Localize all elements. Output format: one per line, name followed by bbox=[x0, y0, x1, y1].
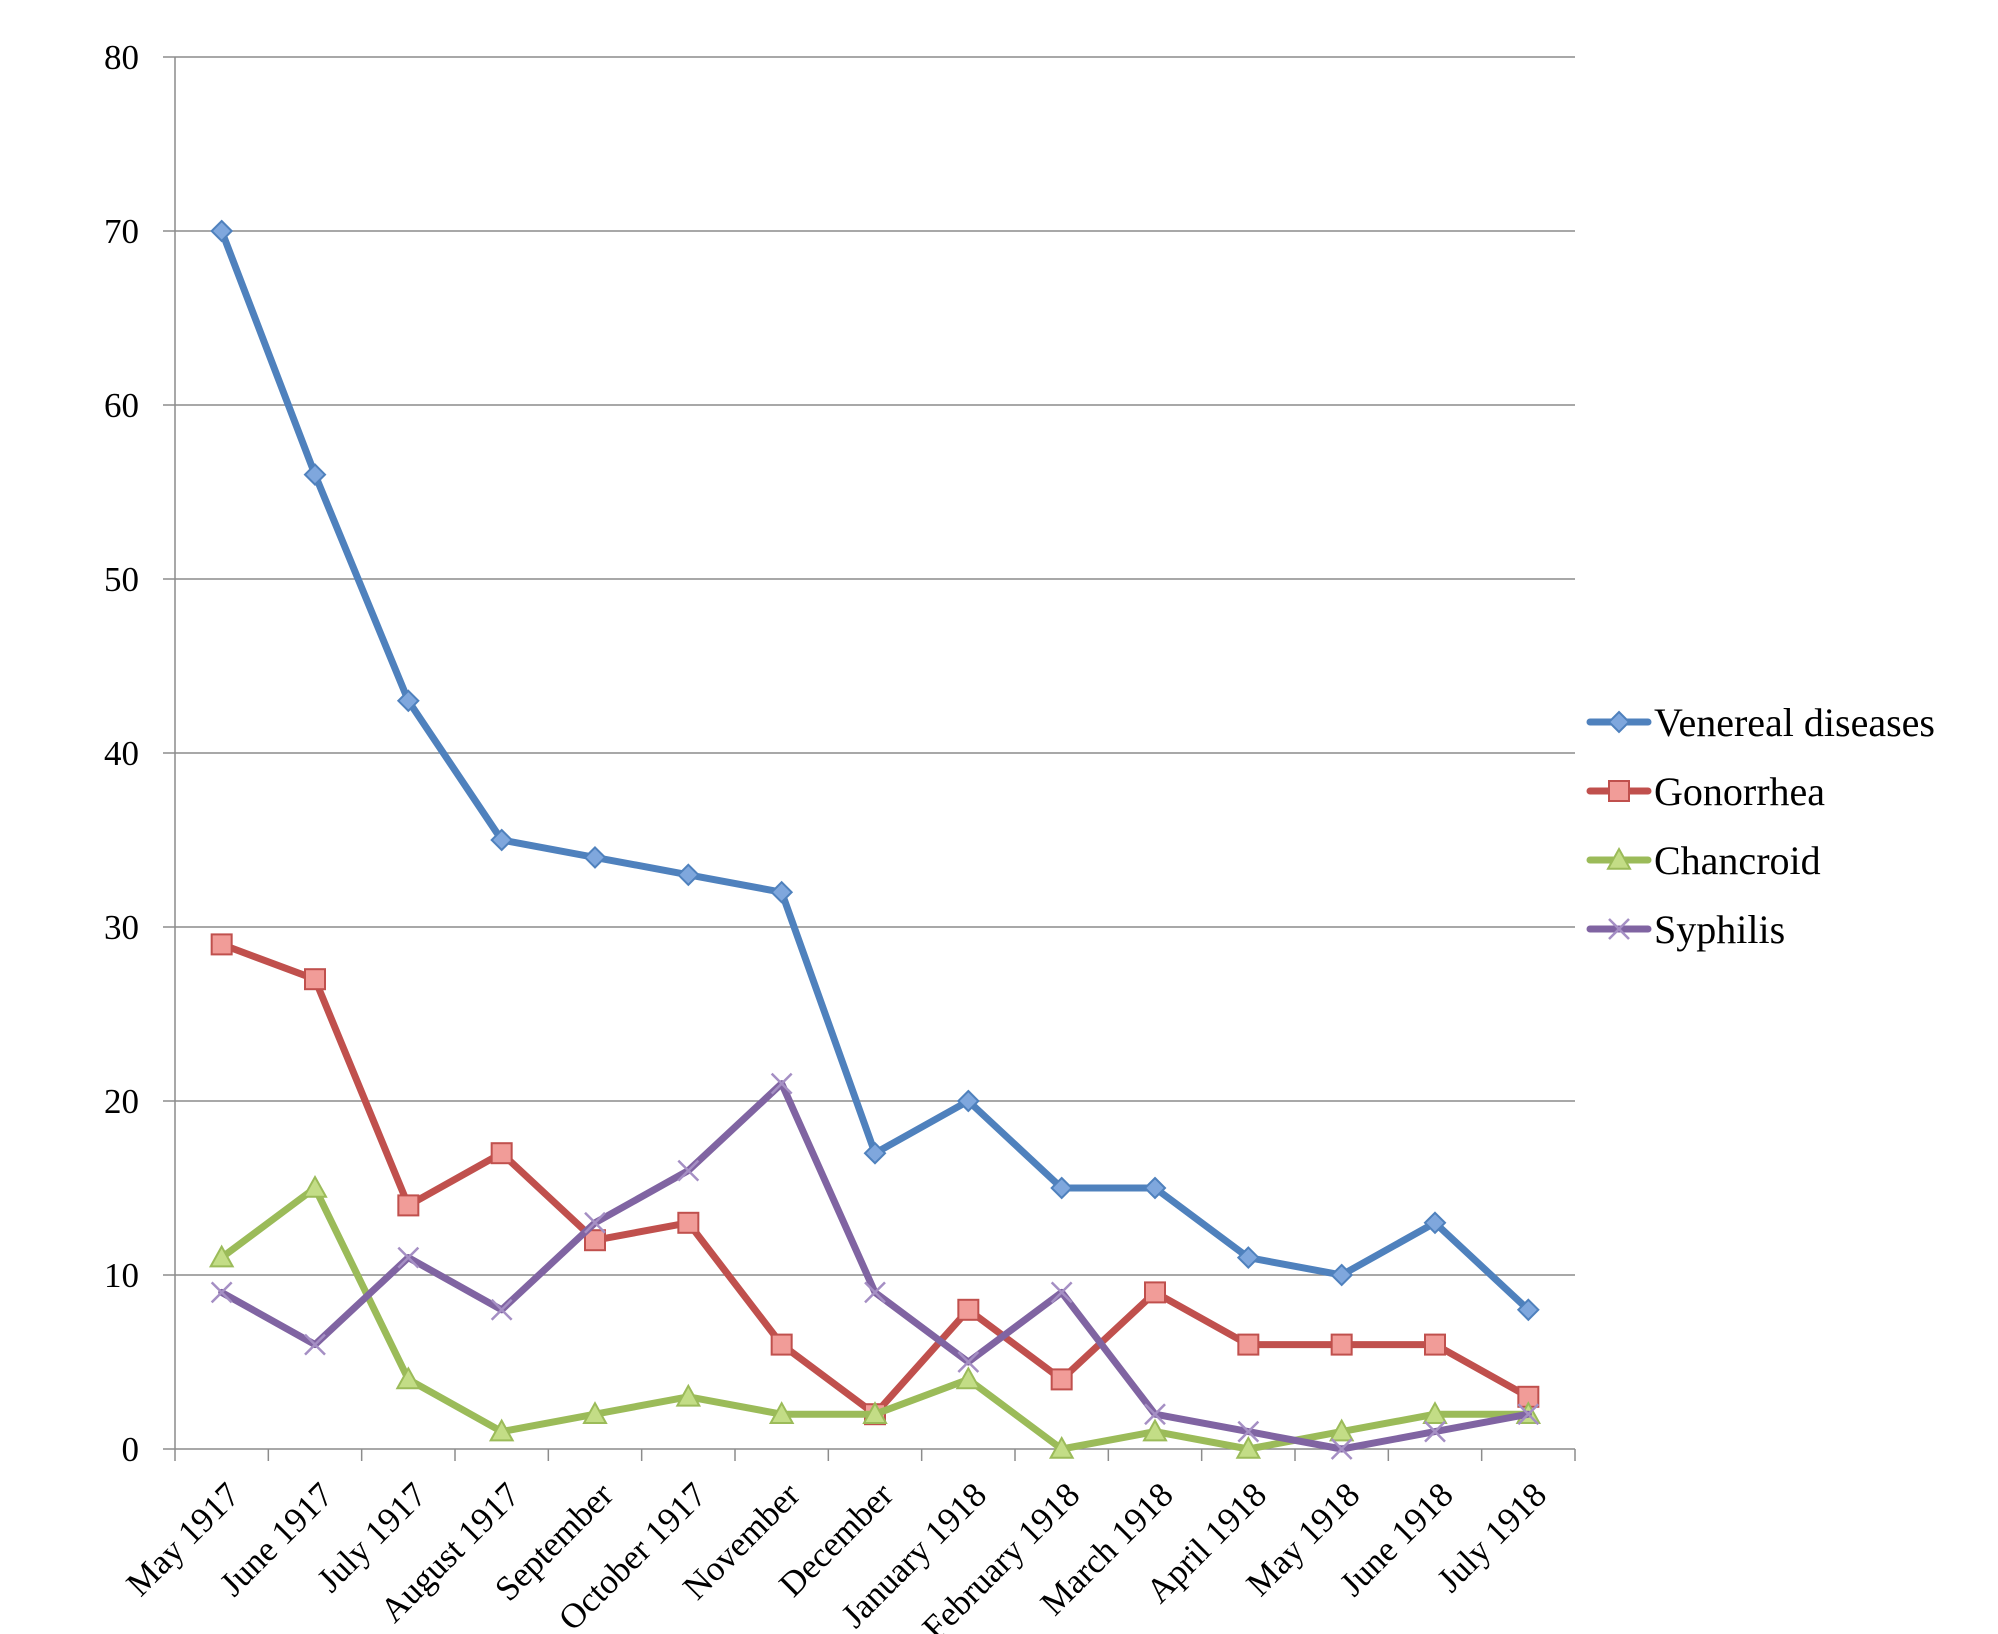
legend-label-gonorrhea: Gonorrhea bbox=[1654, 769, 1825, 814]
point-syphilis-11 bbox=[1237, 1420, 1260, 1443]
point-syphilis-13 bbox=[1424, 1420, 1446, 1443]
series-syphilis bbox=[210, 1072, 1540, 1460]
point-chancroid-8 bbox=[955, 1366, 982, 1390]
point-venereal-diseases-3 bbox=[490, 828, 514, 852]
point-chancroid-2 bbox=[395, 1366, 422, 1390]
point-chancroid-13 bbox=[1422, 1401, 1448, 1424]
point-venereal-diseases-6 bbox=[770, 880, 794, 904]
point-syphilis-2 bbox=[397, 1246, 420, 1269]
series-chancroid bbox=[208, 1174, 1542, 1459]
y-tick-label-5: 50 bbox=[104, 560, 139, 599]
legend: Venereal diseases Gonorrhea Chancroid Syphi… bbox=[1586, 700, 1935, 952]
point-gonorrhea-13 bbox=[1424, 1333, 1446, 1356]
legend-marker-gonorrhea bbox=[1608, 780, 1630, 802]
point-syphilis-6 bbox=[770, 1072, 793, 1095]
y-tick-label-6: 60 bbox=[104, 386, 139, 425]
series-venereal-diseases bbox=[210, 219, 1540, 1322]
legend-marker-chancroid bbox=[1606, 846, 1632, 870]
point-syphilis-10 bbox=[1144, 1403, 1166, 1426]
series-gonorrhea bbox=[210, 933, 1540, 1426]
point-gonorrhea-5 bbox=[677, 1211, 700, 1234]
point-venereal-diseases-4 bbox=[583, 845, 607, 869]
point-venereal-diseases-13 bbox=[1423, 1211, 1447, 1235]
point-gonorrhea-10 bbox=[1144, 1281, 1166, 1304]
point-gonorrhea-6 bbox=[770, 1333, 793, 1356]
point-gonorrhea-9 bbox=[1050, 1368, 1073, 1391]
point-chancroid-6 bbox=[768, 1401, 795, 1424]
point-gonorrhea-2 bbox=[397, 1194, 420, 1217]
point-chancroid-9 bbox=[1048, 1435, 1075, 1459]
point-venereal-diseases-7 bbox=[863, 1141, 887, 1165]
point-chancroid-0 bbox=[208, 1244, 235, 1268]
point-chancroid-7 bbox=[862, 1401, 888, 1424]
point-gonorrhea-1 bbox=[304, 968, 326, 991]
y-tick-label-7: 70 bbox=[104, 212, 139, 251]
point-chancroid-5 bbox=[675, 1383, 702, 1407]
legend-marker-syphilis bbox=[1608, 918, 1630, 940]
y-tick-label-3: 30 bbox=[104, 908, 139, 947]
point-venereal-diseases-0 bbox=[210, 219, 234, 243]
legend-label-syphilis: Syphilis bbox=[1654, 907, 1785, 952]
legend-item-syphilis: Syphilis bbox=[1586, 907, 1785, 952]
series-group bbox=[208, 219, 1542, 1460]
point-venereal-diseases-2 bbox=[396, 689, 420, 713]
point-gonorrhea-8 bbox=[957, 1298, 980, 1321]
point-venereal-diseases-5 bbox=[676, 863, 700, 887]
gridlines bbox=[175, 56, 1575, 1276]
legend-label-venereal-diseases: Venereal diseases bbox=[1654, 700, 1935, 745]
point-chancroid-1 bbox=[302, 1174, 328, 1198]
legend-item-gonorrhea: Gonorrhea bbox=[1586, 769, 1825, 814]
legend-item-chancroid: Chancroid bbox=[1586, 838, 1821, 883]
point-syphilis-12 bbox=[1330, 1438, 1353, 1460]
point-venereal-diseases-10 bbox=[1143, 1176, 1167, 1200]
point-syphilis-0 bbox=[210, 1281, 233, 1304]
legend-marker-venereal-diseases bbox=[1607, 710, 1631, 734]
legend-label-chancroid: Chancroid bbox=[1654, 838, 1821, 883]
point-syphilis-7 bbox=[864, 1281, 886, 1304]
point-venereal-diseases-9 bbox=[1050, 1176, 1074, 1200]
point-venereal-diseases-8 bbox=[956, 1089, 980, 1113]
y-tick-label-1: 10 bbox=[104, 1256, 139, 1295]
point-syphilis-5 bbox=[677, 1159, 700, 1182]
point-syphilis-9 bbox=[1050, 1281, 1073, 1304]
point-chancroid-10 bbox=[1142, 1418, 1168, 1442]
point-venereal-diseases-1 bbox=[303, 463, 327, 487]
y-tick-label-4: 40 bbox=[104, 734, 139, 773]
point-gonorrhea-11 bbox=[1237, 1333, 1260, 1356]
y-axis-ticks: 0 10 20 30 40 50 60 70 80 bbox=[104, 38, 175, 1469]
point-chancroid-3 bbox=[488, 1418, 515, 1442]
y-tick-label-8: 80 bbox=[104, 38, 139, 77]
point-gonorrhea-0 bbox=[210, 933, 233, 956]
point-chancroid-12 bbox=[1328, 1418, 1355, 1442]
point-chancroid-11 bbox=[1235, 1435, 1262, 1459]
legend-item-venereal-diseases: Venereal diseases bbox=[1586, 700, 1935, 745]
point-venereal-diseases-11 bbox=[1236, 1246, 1260, 1270]
point-gonorrhea-4 bbox=[584, 1229, 606, 1252]
point-syphilis-1 bbox=[304, 1333, 326, 1356]
point-venereal-diseases-12 bbox=[1330, 1263, 1354, 1287]
point-gonorrhea-12 bbox=[1330, 1333, 1353, 1356]
point-syphilis-8 bbox=[957, 1351, 980, 1373]
point-syphilis-4 bbox=[584, 1211, 606, 1234]
point-syphilis-14 bbox=[1517, 1403, 1540, 1426]
point-chancroid-4 bbox=[582, 1401, 608, 1424]
y-tick-label-0: 0 bbox=[122, 1430, 140, 1469]
point-gonorrhea-3 bbox=[490, 1142, 513, 1165]
point-syphilis-3 bbox=[490, 1298, 513, 1321]
point-venereal-diseases-14 bbox=[1516, 1298, 1540, 1322]
y-tick-label-2: 20 bbox=[104, 1082, 139, 1121]
